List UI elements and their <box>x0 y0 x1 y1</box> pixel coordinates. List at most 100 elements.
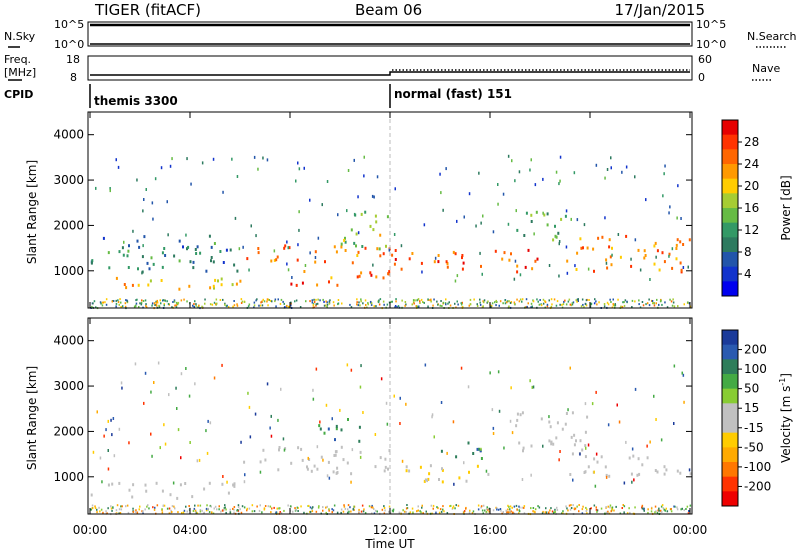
data-cell <box>121 386 123 390</box>
data-cell <box>211 303 214 306</box>
data-cell <box>653 304 656 307</box>
data-cell <box>611 253 613 257</box>
data-cell <box>331 511 333 514</box>
data-cell <box>210 245 213 249</box>
data-cell <box>358 510 360 513</box>
data-cell <box>305 300 307 303</box>
data-cell <box>199 504 202 507</box>
data-cell <box>606 266 609 270</box>
data-cell <box>485 469 488 473</box>
data-cell <box>530 507 532 510</box>
data-cell <box>537 505 539 508</box>
data-cell <box>253 306 255 309</box>
data-cell <box>559 179 561 183</box>
data-cell <box>153 508 156 511</box>
data-cell <box>524 265 527 269</box>
data-cell <box>364 246 367 250</box>
data-cell <box>188 394 191 398</box>
data-cell <box>325 300 327 303</box>
data-cell <box>269 426 271 430</box>
data-cell <box>233 263 236 267</box>
data-cell <box>240 302 243 304</box>
data-cell <box>224 506 226 509</box>
data-cell <box>260 301 262 304</box>
data-cell <box>612 298 614 301</box>
data-cell <box>518 441 521 445</box>
colorbar-swatch <box>722 462 738 478</box>
data-cell <box>586 415 589 419</box>
colorbar-swatch <box>722 281 738 297</box>
data-cell <box>306 465 308 469</box>
data-cell <box>227 306 230 309</box>
data-cell <box>531 305 533 308</box>
data-cell <box>398 511 401 514</box>
scatter-band-2 <box>246 244 391 265</box>
data-cell <box>347 169 350 172</box>
data-cell <box>596 509 599 512</box>
data-cell <box>220 277 223 281</box>
data-cell <box>607 510 609 513</box>
data-cell <box>240 440 242 444</box>
data-cell <box>356 254 359 257</box>
data-cell <box>643 509 645 512</box>
data-cell <box>530 158 532 162</box>
colorbar-swatch <box>722 120 738 136</box>
data-cell <box>688 510 690 512</box>
data-cell <box>115 276 118 280</box>
data-cell <box>516 418 519 422</box>
data-cell <box>525 211 528 215</box>
data-cell <box>489 371 491 375</box>
data-cell <box>139 302 141 305</box>
data-cell <box>248 507 251 510</box>
data-cell <box>124 305 127 308</box>
data-cell <box>352 508 355 511</box>
data-cell <box>394 258 397 261</box>
data-cell <box>437 260 440 264</box>
data-cell <box>90 261 93 265</box>
data-cell <box>207 419 209 423</box>
data-cell <box>308 504 310 507</box>
data-cell <box>353 506 355 509</box>
data-cell <box>340 242 343 246</box>
data-cell <box>123 240 125 244</box>
data-cell <box>506 511 508 514</box>
data-cell <box>183 509 186 512</box>
data-cell <box>383 303 385 306</box>
data-cell <box>642 304 645 307</box>
data-cell <box>508 300 510 303</box>
data-cell <box>201 509 203 512</box>
data-cell <box>570 507 573 509</box>
data-cell <box>504 299 506 302</box>
data-cell <box>571 452 574 456</box>
data-cell <box>292 510 294 513</box>
cpid-left: themis 3300 <box>94 94 178 108</box>
data-cell <box>656 470 659 474</box>
data-cell <box>160 166 163 170</box>
data-cell <box>643 249 646 253</box>
data-cell <box>329 299 331 302</box>
data-cell <box>441 305 443 307</box>
data-cell <box>365 304 367 306</box>
data-cell <box>323 431 326 435</box>
data-cell <box>682 373 685 377</box>
data-cell <box>177 301 180 304</box>
data-cell <box>456 274 459 278</box>
data-cell <box>421 504 423 507</box>
data-cell <box>112 300 115 302</box>
data-cell <box>675 257 678 261</box>
data-cell <box>576 218 579 222</box>
data-cell <box>350 480 352 484</box>
data-cell <box>412 299 415 302</box>
data-cell <box>496 301 498 303</box>
data-cell <box>606 168 609 171</box>
data-cell <box>408 469 411 473</box>
data-cell <box>244 473 246 477</box>
data-cell <box>101 301 104 304</box>
data-cell <box>262 156 264 160</box>
velocity-colorbar-label: Velocity [m s-1] <box>778 373 793 463</box>
data-cell <box>168 512 171 515</box>
data-cell <box>649 278 651 281</box>
data-cell <box>480 506 482 509</box>
data-cell <box>132 510 135 513</box>
data-cell <box>344 236 346 240</box>
